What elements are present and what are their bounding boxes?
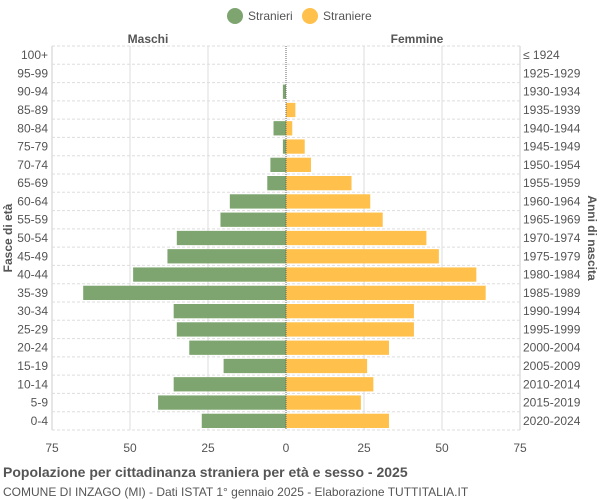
population-pyramid-chart: 75 50 25 0 25 50 75 100+ ≤ 1924 95-99 1925-1929 90-… [1,8,599,455]
legend-label-straniere: Straniere [323,9,372,23]
bar-female [286,176,352,191]
age-label: 55-59 [17,213,48,227]
y-axis-label-left: Fasce di età [1,203,15,272]
age-label: 5-9 [31,396,49,410]
birth-year-label: 2000-2004 [523,341,581,355]
age-label: 35-39 [17,286,48,300]
age-label: 85-89 [17,103,48,117]
age-label: 80-84 [17,121,48,135]
bar-female [286,157,311,172]
bar-male [282,139,286,154]
bar-female [286,121,293,136]
bar-male [270,157,286,172]
bar-female [286,358,368,374]
bar-male [220,212,286,227]
birth-year-label: 1980-1984 [523,268,581,282]
bar-female [286,395,361,410]
bar-female [286,322,414,337]
birth-year-label: 1955-1959 [523,176,581,190]
bar-female [286,377,374,392]
left-header: Maschi [128,32,169,46]
bar-female [286,304,414,319]
bar-male [173,304,286,319]
x-tick-label: 50 [435,441,449,455]
age-label: 0-4 [31,414,49,428]
birth-year-label: 2005-2009 [523,359,581,373]
legend-marker-straniere [302,8,318,24]
bar-female [286,212,383,227]
age-label: 10-14 [17,377,48,391]
age-label: 90-94 [17,85,48,99]
bar-male [189,340,286,355]
chart-subtitle: COMUNE DI INZAGO (MI) - Dati ISTAT 1° ge… [3,485,469,499]
legend-marker-stranieri [227,8,243,24]
right-header: Femmine [391,32,444,46]
bar-male [282,84,286,99]
age-label: 15-19 [17,359,48,373]
bar-male [273,121,286,136]
bar-male [229,194,286,209]
x-tick-label: 75 [45,441,59,455]
birth-year-label: 1935-1939 [523,103,581,117]
age-label: 60-64 [17,194,48,208]
age-label: 20-24 [17,341,48,355]
bar-female [286,413,389,428]
chart-title: Popolazione per cittadinanza straniera p… [3,464,408,480]
birth-year-label: 2020-2024 [523,414,581,428]
bar-male [133,267,286,282]
y-axis-label-right: Anni di nascita [585,195,599,281]
age-label: 65-69 [17,176,48,190]
bar-female [286,230,427,246]
birth-year-label: 1960-1964 [523,194,581,208]
x-tick-label: 75 [513,441,527,455]
legend-label-stranieri: Stranieri [248,9,293,23]
birth-year-label: 1965-1969 [523,213,581,227]
birth-year-label: ≤ 1924 [523,48,560,62]
x-tick-label: 50 [123,441,137,455]
age-label: 70-74 [17,158,48,172]
bar-male [167,249,286,264]
bar-male [201,413,286,428]
bar-female [286,267,477,282]
birth-year-label: 1950-1954 [523,158,581,172]
x-tick-label: 0 [283,441,290,455]
age-label: 40-44 [17,268,48,282]
age-label: 45-49 [17,249,48,263]
bar-female [286,139,305,154]
bar-male [176,230,286,246]
bar-male [176,322,286,337]
bar-male [223,358,286,374]
age-label: 95-99 [17,66,48,80]
age-label: 25-29 [17,322,48,336]
bar-female [286,285,486,300]
birth-year-label: 1995-1999 [523,322,581,336]
birth-year-label: 2015-2019 [523,396,581,410]
bar-male [173,377,286,392]
x-tick-label: 25 [201,441,215,455]
birth-year-label: 1940-1944 [523,121,581,135]
birth-year-label: 2010-2014 [523,377,581,391]
bar-male [158,395,286,410]
bar-female [286,340,389,355]
birth-year-label: 1970-1974 [523,231,581,245]
birth-year-label: 1930-1934 [523,85,581,99]
bar-female [286,194,371,209]
age-label: 75-79 [17,140,48,154]
age-label: 50-54 [17,231,48,245]
birth-year-label: 1990-1994 [523,304,581,318]
bar-female [286,249,439,264]
age-label: 30-34 [17,304,48,318]
birth-year-label: 1945-1949 [523,140,581,154]
bar-male [267,176,286,191]
birth-year-label: 1985-1989 [523,286,581,300]
bar-male [83,285,286,300]
x-tick-label: 25 [357,441,371,455]
age-label: 100+ [21,48,48,62]
birth-year-label: 1975-1979 [523,249,581,263]
birth-year-label: 1925-1929 [523,66,581,80]
bar-female [286,102,296,118]
